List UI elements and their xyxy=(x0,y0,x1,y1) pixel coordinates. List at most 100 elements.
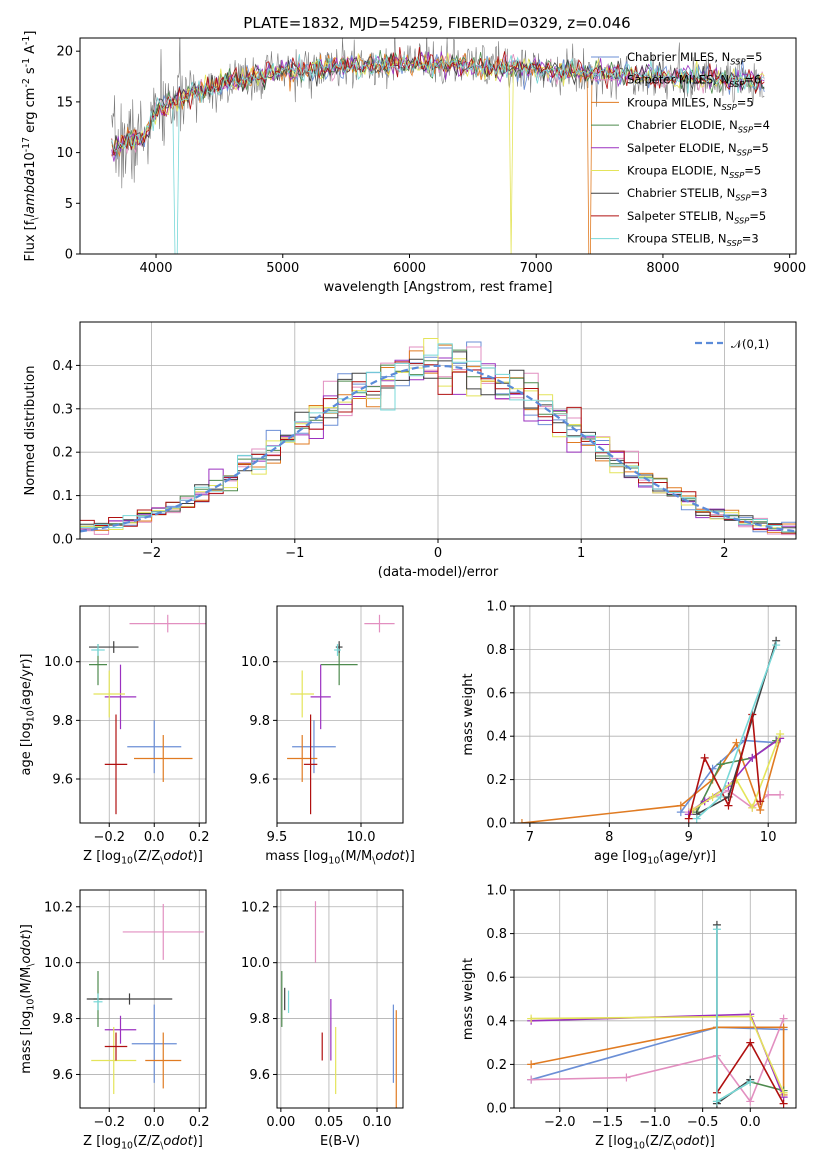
y-tick-label: 0.6 xyxy=(486,971,507,986)
plot-area xyxy=(281,901,397,1108)
x-tick-label: 0.0 xyxy=(144,830,165,845)
axes-overlay: −0.2 0.0 0.2 9.6 9.8 10.0 Z [log10(Z/Z\odot)] a… xyxy=(19,605,210,867)
panel-age_vs_Z: −0.2 0.0 0.2 9.6 9.8 10.0 Z [log10(Z/Z\odot)] a… xyxy=(19,605,210,867)
errorbar-point-kroupa-stelib xyxy=(93,993,103,1011)
errorbar-point-salpeter-elodie xyxy=(104,1015,137,1044)
weight-marker xyxy=(676,801,685,810)
y-tick-label: 0.4 xyxy=(52,359,73,374)
y-tick-label: 9.6 xyxy=(249,773,270,788)
panel-mass_weight_vs_age: 7 8 9 10 0.0 0.2 0.4 0.6 0.8 1.0 age [log10(age/yr… xyxy=(461,600,797,867)
x-tick-label: 8000 xyxy=(646,261,679,276)
x-axis-label: E(B-V) xyxy=(320,1134,360,1149)
errorbar-point-kroupa-elodie xyxy=(91,1026,137,1095)
model-line-kroupa-stelib xyxy=(111,54,765,254)
x-tick-label: 1 xyxy=(577,546,585,561)
errorbar-point-kroupa-stelib xyxy=(91,644,105,656)
axes-overlay: 7 8 9 10 0.0 0.2 0.4 0.6 0.8 1.0 age [log10(age/yr… xyxy=(461,600,797,867)
x-tick-label: −2.0 xyxy=(544,1115,576,1130)
panel-mass_vs_Z: −0.2 0.0 0.2 9.6 9.8 10.0 10.2 Z [log10(Z/Z\odo… xyxy=(19,889,210,1152)
weight-marker xyxy=(772,641,781,650)
weight-series-kroupa-stelib xyxy=(692,641,781,823)
y-tick-label: 0.4 xyxy=(486,1014,507,1029)
legend-entry: Kroupa MILES, NSSP=5 xyxy=(627,95,754,112)
x-tick-label: −0.2 xyxy=(93,830,125,845)
axes-overlay: 4000 5000 6000 7000 8000 9000 0 5 10 15 20 waveleng… xyxy=(21,31,806,295)
panel-residuals: −2 −1 0 1 2 0.0 0.1 0.2 0.3 0.4 (data-model)/error… xyxy=(23,321,797,580)
weight-marker xyxy=(764,790,773,799)
y-tick-label: 10.2 xyxy=(44,900,73,915)
x-tick-label: 2 xyxy=(720,546,728,561)
y-axis-label: age [log10(age/yr)] xyxy=(19,654,37,776)
errorbar-point-salpeter-miles xyxy=(122,903,204,960)
weight-marker xyxy=(692,814,701,823)
y-tick-label: 0.6 xyxy=(486,686,507,701)
x-tick-label: 7000 xyxy=(520,261,553,276)
legend-entry: Chabrier ELODIE, NSSP=4 xyxy=(627,118,770,135)
y-axis-label: Normed distribution xyxy=(23,366,38,496)
errorbar-point-kroupa-elodie xyxy=(290,670,314,718)
weight-marker xyxy=(622,1073,631,1082)
errorbar-point-salpeter-stelib xyxy=(303,714,318,815)
x-tick-label: −1 xyxy=(285,546,304,561)
x-tick-label: 7 xyxy=(526,830,534,845)
y-tick-label: 9.8 xyxy=(52,714,73,729)
y-tick-label: 0.8 xyxy=(486,643,507,658)
panel-spectrum: 4000 5000 6000 7000 8000 9000 0 5 10 15 20 waveleng… xyxy=(21,31,806,295)
y-tick-label: 0.2 xyxy=(52,446,73,461)
x-tick-label: 0.10 xyxy=(363,1115,392,1130)
weight-marker xyxy=(779,1014,788,1023)
weight-series-kroupa-elodie xyxy=(688,730,785,814)
x-tick-label: −0.5 xyxy=(687,1115,719,1130)
weight-marker xyxy=(748,803,757,812)
errorbar-point-kroupa-miles xyxy=(287,735,318,782)
legend-entry: 𝒩(0,1) xyxy=(731,337,769,351)
plot-area xyxy=(287,614,395,815)
plot-area xyxy=(86,903,204,1095)
y-tick-label: 10.0 xyxy=(44,956,73,971)
weight-marker xyxy=(779,1099,788,1108)
y-tick-label: 9.6 xyxy=(52,1068,73,1083)
errorbar-point-salpeter-stelib xyxy=(104,714,128,815)
figure-title: PLATE=1832, MJD=54259, FIBERID=0329, z=0… xyxy=(243,14,630,32)
legend-entry: Chabrier STELIB, NSSP=3 xyxy=(627,186,767,203)
weight-marker xyxy=(527,1060,536,1069)
axes-overlay: 9.5 10.0 9.6 9.8 10.0 mass [log10(M/M\odot)] xyxy=(241,605,415,867)
x-axis-label: age [log10(age/yr)] xyxy=(594,849,716,867)
errorbar-point-kroupa-miles xyxy=(134,735,193,782)
weight-marker xyxy=(746,1077,755,1086)
errorbar-point-salpeter-elodie xyxy=(104,664,137,730)
model-line-chabrier-stelib xyxy=(111,52,765,154)
axes-frame xyxy=(79,889,207,1109)
x-axis-label: wavelength [Angstrom, rest frame] xyxy=(324,280,553,295)
axes-frame xyxy=(276,889,404,1109)
errorbar-point-kroupa-elodie xyxy=(93,670,125,718)
y-tick-label: 1.0 xyxy=(486,600,507,615)
y-tick-label: 9.6 xyxy=(52,773,73,788)
y-tick-label: 1.0 xyxy=(486,884,507,899)
errorbar-point-salpeter-stelib xyxy=(104,1032,128,1061)
errorbar-point-salpeter-miles xyxy=(364,614,395,633)
errorbar-point-salpeter-miles xyxy=(129,614,206,633)
y-tick-label: 10.0 xyxy=(241,956,270,971)
weight-marker xyxy=(688,805,697,814)
normal-curve xyxy=(80,364,796,533)
x-tick-label: −1.0 xyxy=(639,1115,671,1130)
axes-frame xyxy=(276,605,404,824)
y-tick-label: 0.0 xyxy=(486,1102,507,1117)
legend-entry: Chabrier MILES, NSSP=5 xyxy=(627,50,762,67)
panel-mass_weight_vs_Z: −2.0 −1.5 −1.0 −0.5 0.0 0.0 0.2 0.4 0.6 0.8 1.0 Z [… xyxy=(461,884,797,1152)
errorbar-point-kroupa-stelib xyxy=(334,644,341,656)
x-axis-label: Z [log10(Z/Z\odot)] xyxy=(595,1134,715,1152)
y-tick-label: 9.8 xyxy=(52,1012,73,1027)
legend: Chabrier MILES, NSSP=5 Salpeter MILES, NS… xyxy=(591,50,770,248)
x-tick-label: −0.2 xyxy=(93,1115,125,1130)
weight-marker xyxy=(700,753,709,762)
weight-marker xyxy=(746,1012,755,1021)
weight-marker xyxy=(527,1075,536,1084)
x-tick-label: 0.00 xyxy=(266,1115,295,1130)
x-tick-label: 4000 xyxy=(139,261,172,276)
x-tick-label: 0.2 xyxy=(189,830,210,845)
y-tick-label: 0.1 xyxy=(52,489,73,504)
weight-marker xyxy=(732,738,741,747)
y-tick-label: 0.8 xyxy=(486,927,507,942)
